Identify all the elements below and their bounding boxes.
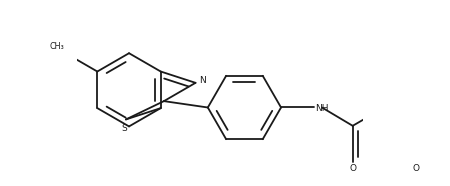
Text: O: O bbox=[413, 164, 419, 173]
Text: O: O bbox=[449, 102, 450, 111]
Text: O: O bbox=[349, 164, 356, 173]
Text: CH₃: CH₃ bbox=[50, 42, 64, 51]
Text: NH: NH bbox=[315, 104, 329, 113]
Text: S: S bbox=[122, 124, 127, 133]
Text: N: N bbox=[199, 76, 206, 85]
